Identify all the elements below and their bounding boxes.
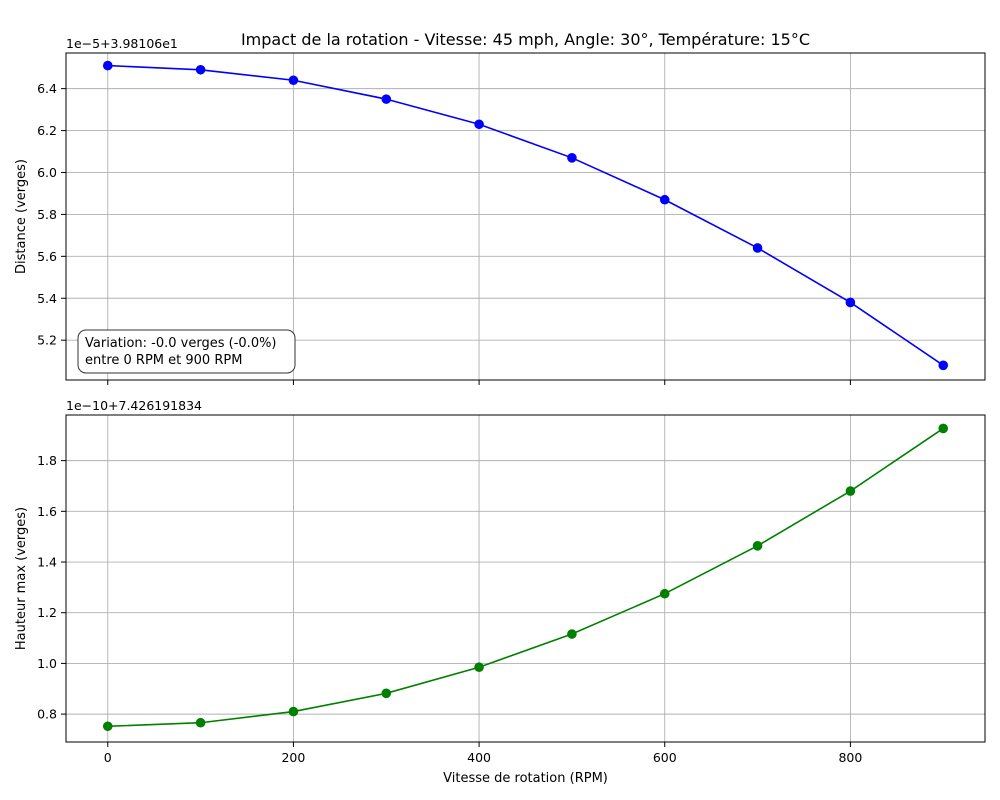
distance-data-point [845, 297, 856, 308]
distance-data-point [752, 243, 763, 253]
height-data-point [102, 721, 113, 732]
height-y-tick-label: 1.2 [37, 605, 57, 620]
distance-data-point [102, 60, 113, 71]
variation-annotation-line-2: entre 0 RPM et 900 RPM [85, 353, 242, 368]
distance-ticks: 5.2 5.4 5.6 5.8 6.0 6.2 6.4 [37, 81, 851, 385]
x-axis-label: Vitesse de rotation (RPM) [443, 771, 608, 786]
height-grid [66, 415, 985, 742]
height-y-tick-label: 1.0 [37, 656, 57, 671]
height-y-axis-label: Hauteur max (verges) [14, 507, 29, 650]
chart-title: Impact de la rotation - Vitesse: 45 mph,… [241, 30, 810, 49]
distance-series [102, 60, 949, 371]
distance-data-point [938, 360, 949, 371]
height-x-tick-label: 0 [104, 750, 112, 765]
height-data-point [474, 662, 484, 673]
height-axes-frame [65, 414, 986, 743]
height-y-tick-label: 0.8 [37, 707, 57, 722]
variation-annotation-box [77, 329, 296, 374]
distance-series-line [107, 64, 944, 366]
height-data-point [567, 629, 577, 639]
variation-annotation: Variation: -0.0 verges (-0.0%) entre 0 R… [77, 329, 296, 374]
distance-y-tick-label: 5.6 [37, 249, 57, 264]
distance-offset-label: 1e−5+3.98106e1 [66, 36, 178, 51]
distance-data-point [567, 153, 577, 163]
height-y-tick-label: 1.8 [37, 453, 57, 468]
distance-data-point [659, 194, 670, 205]
distance-data-point [195, 64, 206, 75]
distance-y-tick-label: 5.8 [37, 207, 57, 222]
distance-y-tick-label: 5.4 [37, 291, 57, 306]
variation-annotation-line-1: Variation: -0.0 verges (-0.0%) [85, 336, 277, 351]
distance-y-tick-label: 5.2 [37, 333, 57, 348]
height-ticks: 0 200 400 600 800 0.8 1.0 1.2 1.4 1.6 1.8 [37, 453, 862, 765]
height-data-point [938, 423, 949, 434]
height-data-point [195, 717, 206, 728]
height-offset-label: 1e−10+7.426191834 [66, 398, 202, 413]
distance-y-tick-label: 6.2 [37, 123, 57, 138]
height-x-tick-label: 800 [838, 750, 862, 765]
height-data-point [381, 688, 392, 699]
height-x-tick-label: 600 [653, 750, 677, 765]
height-data-point [288, 706, 299, 717]
height-data-point [659, 588, 670, 599]
distance-data-point [288, 75, 299, 86]
distance-y-tick-label: 6.0 [37, 165, 57, 180]
height-y-tick-label: 1.6 [37, 504, 57, 519]
distance-y-axis-label: Distance (verges) [14, 159, 29, 274]
distance-data-point [381, 94, 392, 104]
distance-axes-frame [65, 52, 986, 381]
height-series [102, 423, 949, 732]
height-x-tick-label: 200 [281, 750, 305, 765]
height-data-point [752, 541, 763, 551]
distance-panel: 5.2 5.4 5.6 5.8 6.0 6.2 6.4 Impact de la rotat… [14, 30, 986, 385]
height-panel: 0 200 400 600 800 0.8 1.0 1.2 1.4 1.6 1.8 1e−10+7.… [14, 398, 986, 786]
height-series-line [107, 427, 944, 728]
distance-y-tick-label: 6.4 [37, 81, 57, 96]
distance-data-point [474, 119, 484, 130]
height-y-tick-label: 1.4 [37, 555, 57, 570]
height-data-point [845, 486, 856, 496]
distance-grid [66, 53, 985, 380]
height-x-tick-label: 400 [467, 750, 491, 765]
